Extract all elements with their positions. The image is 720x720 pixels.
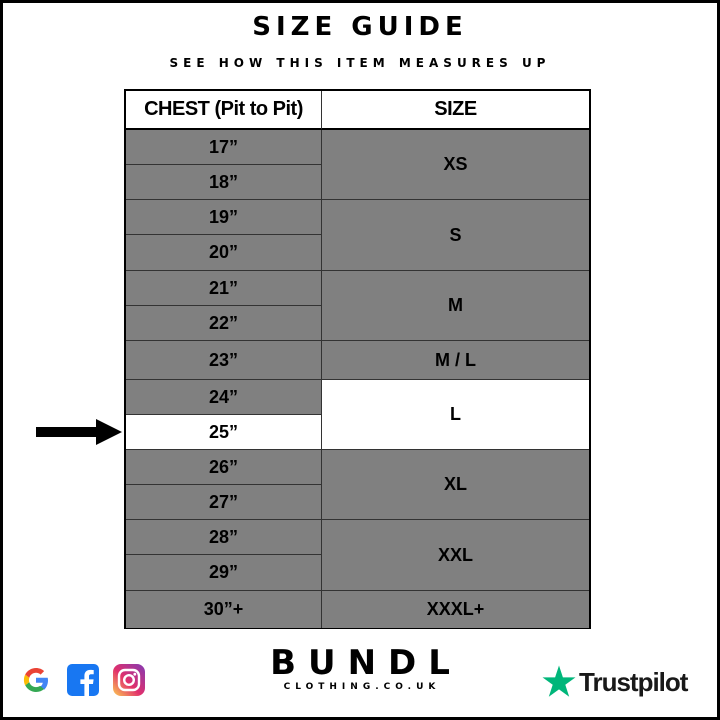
chest-cell: 25” — [126, 415, 322, 450]
google-icon[interactable] — [20, 664, 52, 696]
size-cell: M / L — [322, 341, 589, 380]
page-subtitle: SEE HOW THIS ITEM MEASURES UP — [169, 56, 551, 70]
size-cell: M — [322, 271, 589, 341]
size-cell: XL — [322, 450, 589, 520]
chest-cell: 27” — [126, 485, 322, 520]
trustpilot-text: Trustpilot — [579, 666, 688, 697]
size-cell: XXL — [322, 520, 589, 591]
page-title: SIZE GUIDE — [252, 12, 468, 42]
header-size: SIZE — [322, 91, 589, 130]
chest-cell: 17” — [126, 130, 322, 165]
header-chest: CHEST (Pit to Pit) — [126, 91, 322, 130]
chest-cell: 23” — [126, 341, 322, 380]
brand-sub: CLOTHING.CO.UK — [283, 682, 441, 692]
chest-cell: 24” — [126, 380, 322, 415]
chest-cell: 20” — [126, 235, 322, 271]
size-table: CHEST (Pit to Pit) SIZE 17” 18” 19” 20” 21” 2… — [124, 89, 591, 629]
arrow-right-icon — [36, 419, 122, 445]
brand-name: BUNDL — [270, 643, 462, 683]
size-cell: L — [322, 380, 589, 450]
chest-cell: 19” — [126, 200, 322, 235]
chest-cell: 30”+ — [126, 591, 322, 628]
size-cell: S — [322, 200, 589, 271]
size-cell: XXXL+ — [322, 591, 589, 628]
brand-logo: BUNDL CLOTHING.CO.UK — [0, 646, 720, 692]
facebook-icon[interactable] — [67, 664, 99, 696]
size-cell: XS — [322, 130, 589, 200]
chest-cell: 28” — [126, 520, 322, 555]
instagram-icon[interactable] — [113, 664, 145, 696]
chest-cell: 29” — [126, 555, 322, 591]
chest-cell: 21” — [126, 271, 322, 306]
chest-cell: 26” — [126, 450, 322, 485]
trustpilot-logo[interactable]: Trustpilot — [541, 664, 688, 700]
chest-cell: 18” — [126, 165, 322, 200]
trustpilot-star-icon — [542, 665, 576, 697]
chest-cell: 22” — [126, 306, 322, 341]
